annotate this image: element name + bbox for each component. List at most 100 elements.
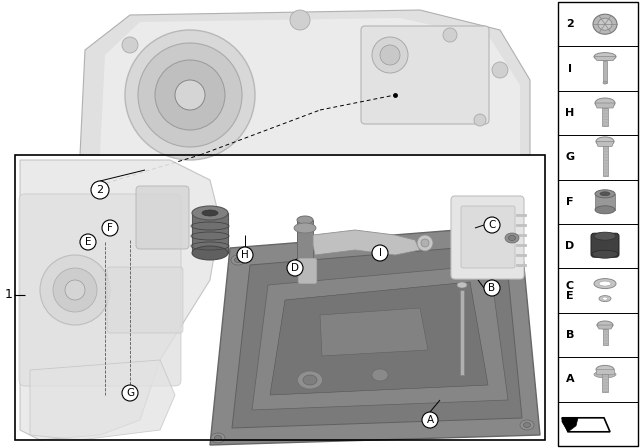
Ellipse shape xyxy=(597,321,613,329)
Text: F: F xyxy=(107,223,113,233)
Ellipse shape xyxy=(211,433,225,443)
Ellipse shape xyxy=(594,279,616,289)
Text: G: G xyxy=(565,152,575,162)
Polygon shape xyxy=(252,265,508,410)
Bar xyxy=(603,60,607,82)
Polygon shape xyxy=(594,56,616,60)
FancyBboxPatch shape xyxy=(451,196,524,279)
Polygon shape xyxy=(562,418,578,432)
FancyBboxPatch shape xyxy=(591,233,619,257)
Circle shape xyxy=(65,280,85,300)
Polygon shape xyxy=(232,244,522,428)
Text: H: H xyxy=(565,108,575,118)
Bar xyxy=(602,146,607,177)
Circle shape xyxy=(484,217,500,233)
Text: F: F xyxy=(566,197,573,207)
FancyBboxPatch shape xyxy=(298,258,317,284)
Polygon shape xyxy=(596,142,614,146)
Text: I: I xyxy=(568,64,572,73)
Text: B: B xyxy=(566,330,574,340)
Circle shape xyxy=(492,62,508,78)
Circle shape xyxy=(380,45,400,65)
Polygon shape xyxy=(192,213,228,253)
Circle shape xyxy=(122,37,138,53)
Ellipse shape xyxy=(372,369,388,381)
Ellipse shape xyxy=(602,297,607,300)
Bar xyxy=(15,155,545,440)
Text: 2: 2 xyxy=(97,185,104,195)
Circle shape xyxy=(122,385,138,401)
Polygon shape xyxy=(320,308,428,356)
Text: E: E xyxy=(566,291,574,301)
Circle shape xyxy=(125,30,255,160)
Circle shape xyxy=(372,37,408,73)
Polygon shape xyxy=(597,325,613,329)
Ellipse shape xyxy=(599,281,611,286)
Ellipse shape xyxy=(595,98,615,108)
Polygon shape xyxy=(30,360,175,440)
Ellipse shape xyxy=(505,233,519,243)
Circle shape xyxy=(417,235,433,251)
Circle shape xyxy=(287,260,303,276)
FancyBboxPatch shape xyxy=(107,267,183,333)
Polygon shape xyxy=(595,194,615,210)
Circle shape xyxy=(80,234,96,250)
Ellipse shape xyxy=(214,435,221,440)
Polygon shape xyxy=(20,160,220,440)
FancyBboxPatch shape xyxy=(461,206,515,268)
Ellipse shape xyxy=(598,18,612,30)
Ellipse shape xyxy=(297,216,313,224)
FancyBboxPatch shape xyxy=(136,186,189,249)
Text: D: D xyxy=(565,241,575,251)
Text: H: H xyxy=(241,250,249,260)
Bar xyxy=(602,108,608,126)
Ellipse shape xyxy=(594,371,616,378)
Bar xyxy=(460,290,464,375)
Ellipse shape xyxy=(524,422,531,427)
Circle shape xyxy=(102,220,118,236)
Text: 1: 1 xyxy=(5,289,13,302)
Circle shape xyxy=(138,43,242,147)
Circle shape xyxy=(474,114,486,126)
FancyBboxPatch shape xyxy=(19,194,181,386)
Ellipse shape xyxy=(192,246,228,260)
Polygon shape xyxy=(270,282,488,395)
Polygon shape xyxy=(210,225,540,445)
Ellipse shape xyxy=(509,236,515,241)
Polygon shape xyxy=(297,220,313,265)
Ellipse shape xyxy=(599,296,611,302)
Text: C: C xyxy=(488,220,496,230)
Ellipse shape xyxy=(595,190,615,198)
Circle shape xyxy=(237,247,253,263)
Ellipse shape xyxy=(234,258,241,263)
Text: D: D xyxy=(291,263,299,273)
Polygon shape xyxy=(100,18,520,155)
Polygon shape xyxy=(596,370,614,375)
Ellipse shape xyxy=(520,420,534,430)
Bar xyxy=(602,375,608,392)
Ellipse shape xyxy=(298,371,323,389)
Circle shape xyxy=(421,239,429,247)
Polygon shape xyxy=(595,103,615,108)
Polygon shape xyxy=(562,418,610,432)
Circle shape xyxy=(40,255,110,325)
Ellipse shape xyxy=(457,282,467,288)
Bar xyxy=(558,2,638,446)
Ellipse shape xyxy=(594,232,616,240)
Ellipse shape xyxy=(294,223,316,233)
Polygon shape xyxy=(313,230,420,255)
FancyBboxPatch shape xyxy=(361,26,489,124)
Ellipse shape xyxy=(297,261,313,269)
Text: E: E xyxy=(84,237,92,247)
Bar xyxy=(602,329,607,345)
Circle shape xyxy=(422,412,438,428)
Ellipse shape xyxy=(600,192,610,196)
Ellipse shape xyxy=(594,52,616,60)
Text: 2: 2 xyxy=(566,19,574,29)
Ellipse shape xyxy=(202,210,218,216)
Text: A: A xyxy=(426,415,433,425)
Polygon shape xyxy=(80,10,530,155)
Circle shape xyxy=(290,10,310,30)
Text: I: I xyxy=(378,248,381,258)
Ellipse shape xyxy=(592,250,618,258)
